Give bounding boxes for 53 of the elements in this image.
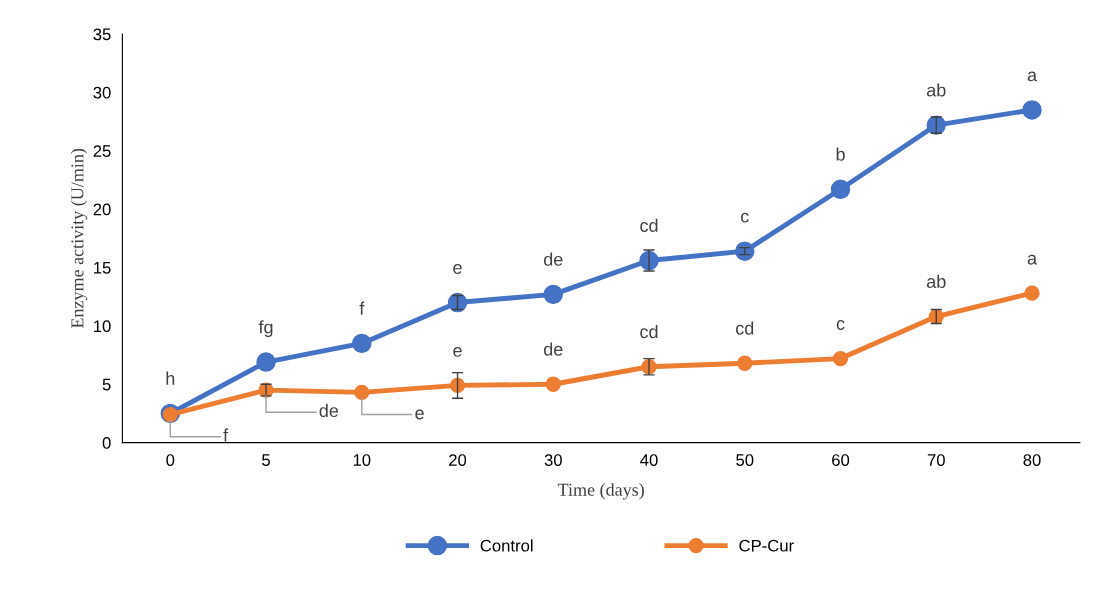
- annotation: cd: [640, 218, 658, 232]
- y-tick-label: 25: [93, 145, 111, 157]
- point: [1024, 285, 1040, 301]
- y-tick-label: 20: [93, 203, 111, 216]
- point: [1022, 100, 1042, 120]
- legend-label: CP-Cur: [739, 539, 794, 552]
- annotation: cd: [736, 321, 754, 335]
- point: [354, 384, 370, 401]
- x-axis-title: Time (days): [557, 483, 644, 500]
- annotation: b: [836, 147, 845, 161]
- annotation: fg: [258, 320, 273, 338]
- point: [737, 355, 753, 371]
- x-tick-label: 5: [262, 454, 270, 466]
- y-axis-title: Enzyme activity (U/min): [70, 148, 88, 329]
- point: [256, 352, 276, 372]
- y-tick-label: 35: [93, 28, 111, 41]
- annotation: cd: [640, 324, 658, 339]
- annotation: a: [1027, 254, 1038, 265]
- annotation: f: [223, 428, 229, 442]
- y-tick-label: 0: [102, 437, 111, 449]
- x-tick-label: 40: [640, 454, 658, 466]
- x-tick-label: 80: [1023, 454, 1041, 466]
- annotation: de: [319, 403, 339, 418]
- annotation: ab: [926, 83, 946, 97]
- x-tick-label: 60: [832, 454, 850, 466]
- y-tick-label: 15: [94, 262, 111, 274]
- point: [830, 179, 851, 200]
- point: [832, 350, 849, 367]
- annotation: a: [1027, 71, 1038, 82]
- x-tick-label: 20: [449, 454, 467, 466]
- x-tick-label: 30: [544, 454, 562, 466]
- annotation: c: [741, 212, 749, 223]
- point: [545, 376, 561, 392]
- annotation: de: [543, 342, 563, 356]
- x-tick-label: 50: [736, 454, 754, 466]
- annotation: f: [359, 301, 365, 315]
- x-tick-label: 0: [166, 454, 175, 466]
- point: [449, 377, 466, 394]
- point: [543, 284, 563, 305]
- annotation: h: [166, 371, 175, 385]
- x-tick-label: 10: [353, 454, 371, 466]
- y-tick-label: 10: [94, 320, 111, 333]
- y-tick-label: 30: [93, 86, 111, 99]
- annotation: e: [415, 409, 424, 420]
- annotation: de: [543, 252, 563, 266]
- x-tick-label: 70: [927, 454, 945, 466]
- legend-label: Control: [480, 539, 533, 552]
- annotation: e: [453, 346, 462, 357]
- annotation: e: [453, 264, 462, 274]
- annotation: c: [836, 320, 845, 331]
- annotation: ab: [926, 274, 946, 288]
- y-tick-label: 5: [102, 378, 111, 391]
- point: [352, 333, 372, 354]
